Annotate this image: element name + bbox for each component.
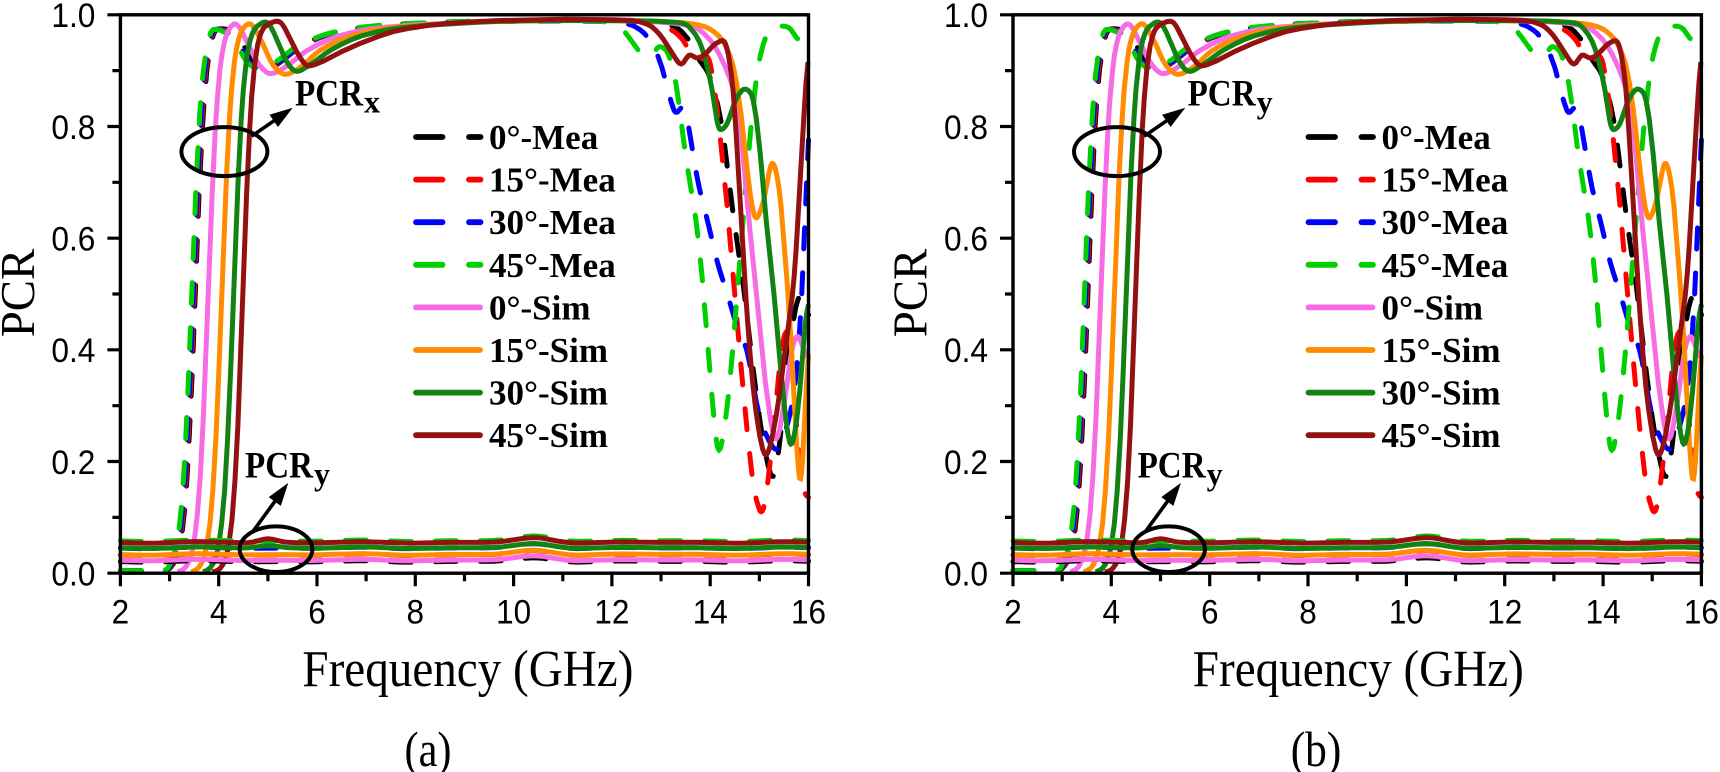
svg-text:8: 8 [407, 594, 425, 632]
svg-text:0.2: 0.2 [944, 444, 988, 482]
svg-text:8: 8 [1299, 594, 1317, 632]
svg-text:30°-Mea: 30°-Mea [1382, 203, 1509, 242]
svg-text:0.4: 0.4 [51, 332, 95, 370]
svg-text:Frequency (GHz): Frequency (GHz) [1193, 641, 1524, 698]
svg-text:1.0: 1.0 [944, 0, 988, 35]
svg-text:15°-Mea: 15°-Mea [489, 161, 616, 200]
svg-text:0.6: 0.6 [944, 221, 988, 259]
svg-text:6: 6 [1201, 594, 1219, 632]
svg-text:45°-Sim: 45°-Sim [489, 416, 608, 455]
svg-text:0°-Mea: 0°-Mea [1382, 118, 1491, 157]
svg-text:0°-Sim: 0°-Sim [489, 288, 591, 327]
svg-text:0.6: 0.6 [51, 221, 95, 259]
svg-text:0.2: 0.2 [51, 444, 95, 482]
svg-text:30°-Sim: 30°-Sim [489, 374, 608, 413]
svg-text:45°-Mea: 45°-Mea [1382, 246, 1509, 285]
svg-text:15°-Mea: 15°-Mea [1382, 161, 1509, 200]
svg-text:10: 10 [496, 594, 531, 632]
svg-text:45°-Sim: 45°-Sim [1382, 416, 1501, 455]
svg-text:2: 2 [112, 594, 130, 632]
svg-text:(a): (a) [405, 721, 452, 772]
svg-text:PCR: PCR [295, 74, 364, 115]
svg-text:0.0: 0.0 [51, 556, 95, 594]
svg-text:15°-Sim: 15°-Sim [489, 331, 608, 370]
svg-text:14: 14 [1586, 594, 1621, 632]
svg-text:x: x [364, 84, 380, 120]
svg-text:y: y [1207, 456, 1223, 492]
svg-text:0.8: 0.8 [944, 109, 988, 147]
svg-text:6: 6 [308, 594, 326, 632]
svg-text:y: y [314, 456, 330, 492]
svg-text:12: 12 [594, 594, 629, 632]
svg-text:PCR: PCR [882, 248, 937, 337]
svg-text:45°-Mea: 45°-Mea [489, 246, 616, 285]
svg-text:4: 4 [1103, 594, 1121, 632]
svg-text:4: 4 [210, 594, 228, 632]
svg-text:Frequency (GHz): Frequency (GHz) [302, 641, 633, 698]
svg-text:10: 10 [1389, 594, 1424, 632]
svg-text:PCR: PCR [245, 446, 314, 487]
svg-text:30°-Sim: 30°-Sim [1382, 374, 1501, 413]
svg-text:2: 2 [1004, 594, 1022, 632]
svg-text:16: 16 [1684, 594, 1719, 632]
svg-text:0.0: 0.0 [944, 556, 988, 594]
svg-text:0°-Sim: 0°-Sim [1382, 288, 1484, 327]
svg-text:y: y [1257, 84, 1273, 120]
svg-text:0.8: 0.8 [51, 109, 95, 147]
svg-text:12: 12 [1487, 594, 1522, 632]
svg-text:16: 16 [791, 594, 826, 632]
svg-text:(b): (b) [1291, 721, 1342, 772]
svg-text:PCR: PCR [1138, 446, 1207, 487]
svg-text:PCR: PCR [0, 248, 45, 337]
svg-text:30°-Mea: 30°-Mea [489, 203, 616, 242]
svg-text:14: 14 [693, 594, 728, 632]
svg-text:0.4: 0.4 [944, 332, 988, 370]
svg-text:PCR: PCR [1188, 74, 1257, 115]
svg-text:1.0: 1.0 [51, 0, 95, 35]
svg-text:0°-Mea: 0°-Mea [489, 118, 598, 157]
svg-text:15°-Sim: 15°-Sim [1382, 331, 1501, 370]
